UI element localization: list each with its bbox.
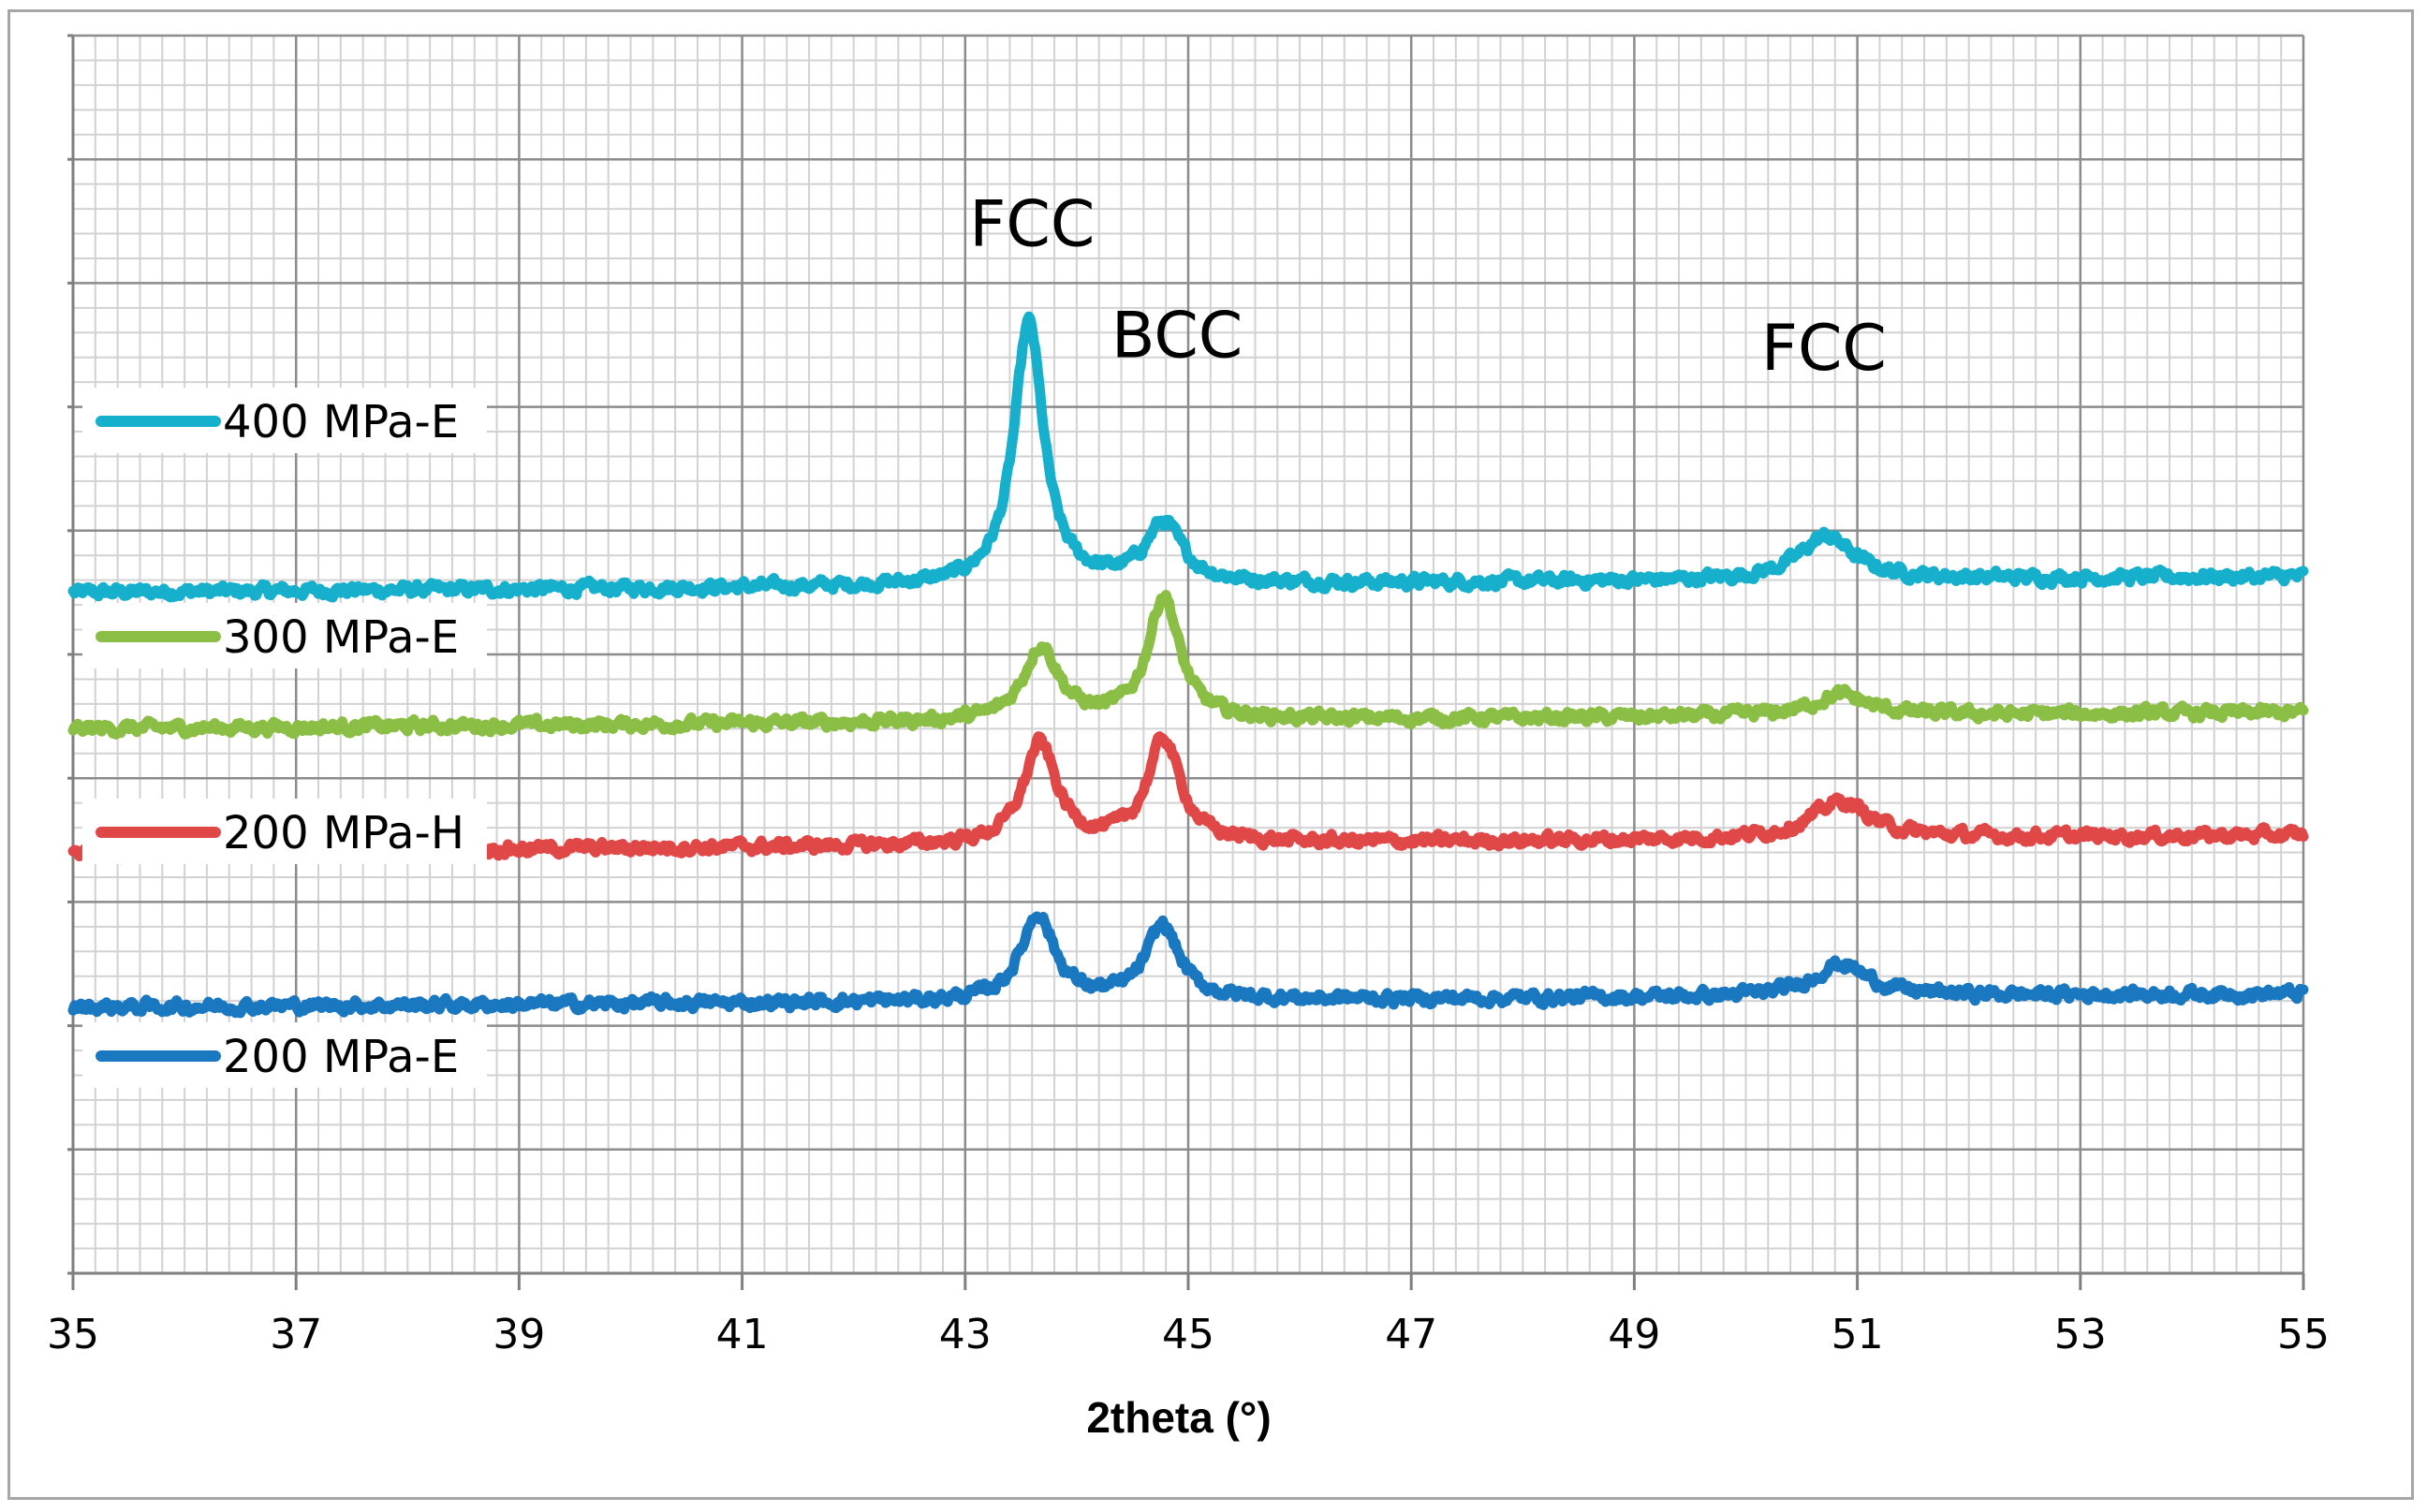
x-tick-label: 51 [1831,1311,1884,1358]
peak-annotation-2: FCC [1761,312,1887,386]
legend-label: 400 MPa-E [223,396,459,448]
x-tick-label: 41 [716,1311,769,1358]
series-line-3 [67,911,2309,1019]
legend-label: 300 MPa-E [223,611,459,664]
x-tick-label: 49 [1608,1311,1660,1358]
x-tick-labels: 35 37 39 41 43 45 47 49 51 53 55 [47,1311,2330,1358]
legend: 400 MPa-E 300 MPa-E 200 MPa-H 200 MPa-E [82,388,487,1088]
peak-annotation-1: BCC [1111,300,1243,374]
axes [67,34,2305,1290]
series-line-1 [67,590,2309,740]
legend-label: 200 MPa-H [223,807,464,859]
x-tick-label: 37 [270,1311,322,1358]
x-tick-label: 47 [1385,1311,1437,1358]
x-tick-label: 39 [493,1311,545,1358]
x-tick-label: 53 [2054,1311,2107,1358]
x-tick-label: 43 [939,1311,992,1358]
legend-label: 200 MPa-E [223,1031,459,1083]
x-tick-label: 45 [1162,1311,1214,1358]
x-axis-title: 2theta (°) [1086,1393,1271,1442]
x-tick-label: 55 [2277,1311,2330,1358]
series-line-0 [67,311,2309,603]
x-tick-label: 35 [47,1311,99,1358]
peak-annotation-0: FCC [969,188,1095,262]
